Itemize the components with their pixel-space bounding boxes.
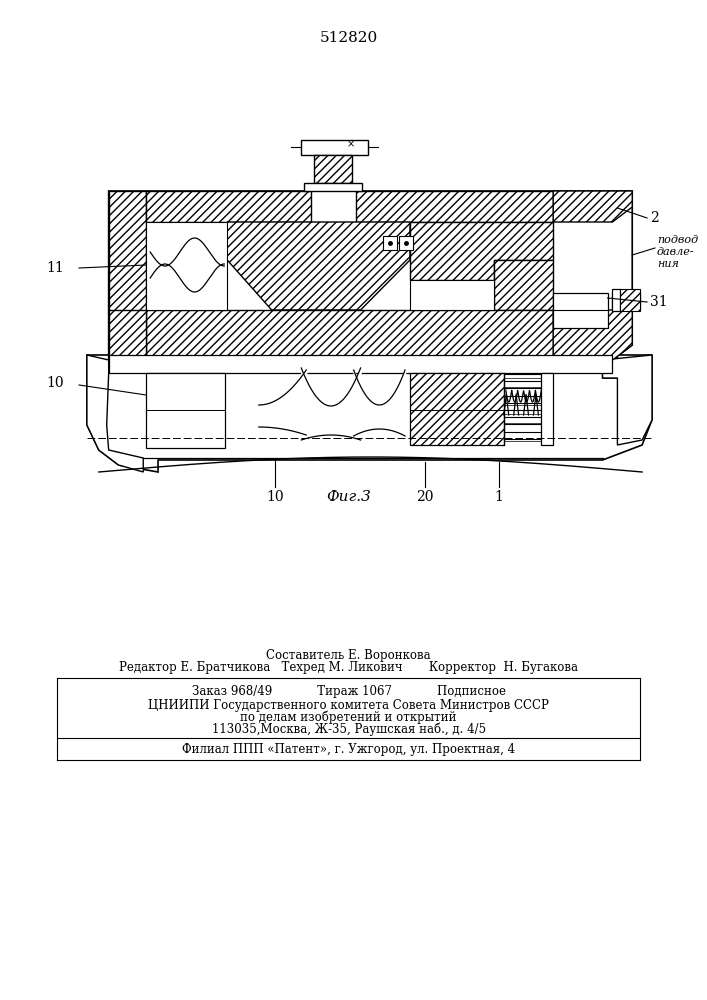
Text: Заказ 968/49            Тираж 1067            Подписное: Заказ 968/49 Тираж 1067 Подписное [192,686,506,698]
Bar [553,293,607,328]
Polygon shape [410,222,553,280]
Text: 11: 11 [47,261,64,275]
Text: Филиал ППП «Патент», г. Ужгород, ул. Проектная, 4: Филиал ППП «Патент», г. Ужгород, ул. Про… [182,744,515,756]
Polygon shape [602,355,652,445]
Bar [146,373,226,448]
Polygon shape [553,310,632,360]
Polygon shape [109,310,146,360]
Bar [542,373,553,445]
Polygon shape [87,355,144,472]
Polygon shape [553,191,632,222]
Text: ния: ния [657,259,679,269]
Bar [304,183,361,191]
Text: Составитель Е. Воронкова: Составитель Е. Воронкова [267,648,431,662]
Polygon shape [620,289,640,311]
Text: Редактор Е. Братчикова   Техред М. Ликович       Корректор  Н. Бугакова: Редактор Е. Братчикова Техред М. Ликович… [119,662,578,674]
Bar [612,301,640,309]
Text: 1: 1 [494,490,503,504]
Polygon shape [146,191,311,222]
Text: Фиг.3: Фиг.3 [327,490,371,504]
Polygon shape [314,155,351,183]
Polygon shape [227,222,410,310]
Polygon shape [109,191,632,360]
Text: 20: 20 [416,490,433,504]
Text: 10: 10 [266,490,284,504]
Polygon shape [109,191,146,360]
Text: 2: 2 [650,211,659,225]
Text: 113035,Москва, Ж-35, Раушская наб., д. 4/5: 113035,Москва, Ж-35, Раушская наб., д. 4… [211,722,486,736]
Text: по делам изобретений и открытий: по делам изобретений и открытий [240,710,457,724]
Bar [301,140,368,155]
Polygon shape [146,222,227,310]
Text: ×: × [346,139,355,149]
Polygon shape [410,373,504,445]
Text: 31: 31 [650,295,667,309]
Bar [612,289,620,311]
Bar [399,236,413,250]
Text: 512820: 512820 [320,31,378,45]
Polygon shape [146,310,553,360]
Bar [612,293,640,301]
Text: 10: 10 [47,376,64,390]
Polygon shape [87,355,652,472]
Polygon shape [356,191,553,222]
Bar [383,236,397,250]
Text: ЦНИИПИ Государственного комитета Совета Министров СССР: ЦНИИПИ Государственного комитета Совета … [148,698,549,712]
Polygon shape [494,260,553,310]
Text: давле-: давле- [657,247,694,257]
Polygon shape [410,280,494,310]
Bar [109,355,612,373]
Text: подвод: подвод [657,235,698,245]
